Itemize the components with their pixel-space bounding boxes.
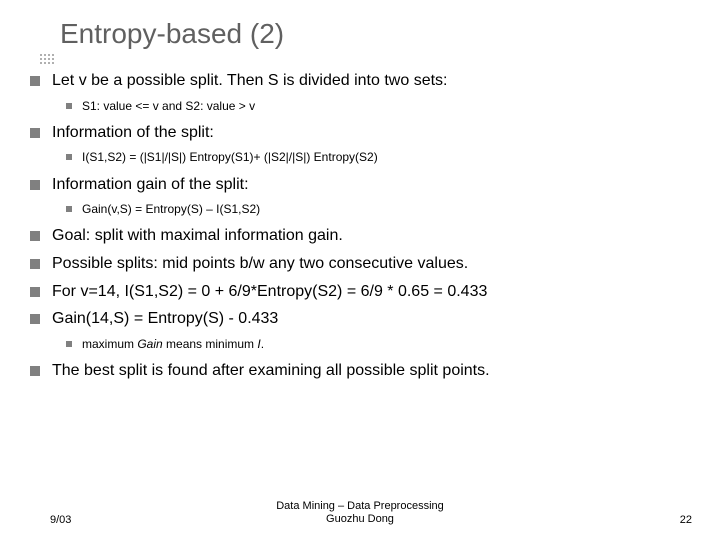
- bullet-level2: Gain(v,S) = Entropy(S) – I(S1,S2): [66, 201, 700, 217]
- bullet-level1: Information gain of the split:: [30, 174, 700, 196]
- title-block: Entropy-based (2): [60, 18, 284, 50]
- title-decoration: [40, 54, 56, 66]
- bullet-square-icon: [30, 259, 40, 269]
- bullet-text: Goal: split with maximal information gai…: [52, 225, 343, 247]
- bullet-text: Gain(v,S) = Entropy(S) – I(S1,S2): [82, 201, 260, 217]
- bullet-text: Information gain of the split:: [52, 174, 249, 196]
- bullet-text: I(S1,S2) = (|S1|/|S|) Entropy(S1)+ (|S2|…: [82, 149, 378, 165]
- bullet-square-icon: [30, 287, 40, 297]
- slide-number: 22: [680, 514, 692, 526]
- bullet-level1: Goal: split with maximal information gai…: [30, 225, 700, 247]
- footer-author: Guozhu Dong: [326, 513, 394, 525]
- bullet-square-icon: [30, 231, 40, 241]
- bullet-text: Possible splits: mid points b/w any two …: [52, 253, 468, 275]
- content-area: Let v be a possible split. Then S is div…: [30, 70, 700, 388]
- bullet-level1: Possible splits: mid points b/w any two …: [30, 253, 700, 275]
- bullet-level1: For v=14, I(S1,S2) = 0 + 6/9*Entropy(S2)…: [30, 281, 700, 303]
- bullet-square-icon: [30, 128, 40, 138]
- bullet-square-icon: [30, 180, 40, 190]
- bullet-text: S1: value <= v and S2: value > v: [82, 98, 255, 114]
- bullet-text: For v=14, I(S1,S2) = 0 + 6/9*Entropy(S2)…: [52, 281, 487, 303]
- bullet-level2: S1: value <= v and S2: value > v: [66, 98, 700, 114]
- bullet-square-icon: [66, 103, 72, 109]
- bullet-level2: maximum Gain means minimum I.: [66, 336, 700, 352]
- bullet-level2: I(S1,S2) = (|S1|/|S|) Entropy(S1)+ (|S2|…: [66, 149, 700, 165]
- footer-course: Data Mining – Data Preprocessing: [276, 500, 444, 512]
- bullet-level1: The best split is found after examining …: [30, 360, 700, 382]
- bullet-text: The best split is found after examining …: [52, 360, 490, 382]
- footer-center: Data Mining – Data Preprocessing Guozhu …: [0, 500, 720, 526]
- bullet-square-icon: [30, 314, 40, 324]
- bullet-square-icon: [30, 366, 40, 376]
- footer: 9/03 Data Mining – Data Preprocessing Gu…: [0, 498, 720, 528]
- bullet-square-icon: [66, 206, 72, 212]
- bullet-square-icon: [66, 154, 72, 160]
- bullet-square-icon: [66, 341, 72, 347]
- bullet-level1: Let v be a possible split. Then S is div…: [30, 70, 700, 92]
- bullet-text: maximum Gain means minimum I.: [82, 336, 264, 352]
- slide-title: Entropy-based (2): [60, 18, 284, 50]
- bullet-level1: Gain(14,S) = Entropy(S) - 0.433: [30, 308, 700, 330]
- bullet-square-icon: [30, 76, 40, 86]
- bullet-text: Information of the split:: [52, 122, 214, 144]
- bullet-text: Gain(14,S) = Entropy(S) - 0.433: [52, 308, 278, 330]
- bullet-text: Let v be a possible split. Then S is div…: [52, 70, 447, 92]
- bullet-level1: Information of the split:: [30, 122, 700, 144]
